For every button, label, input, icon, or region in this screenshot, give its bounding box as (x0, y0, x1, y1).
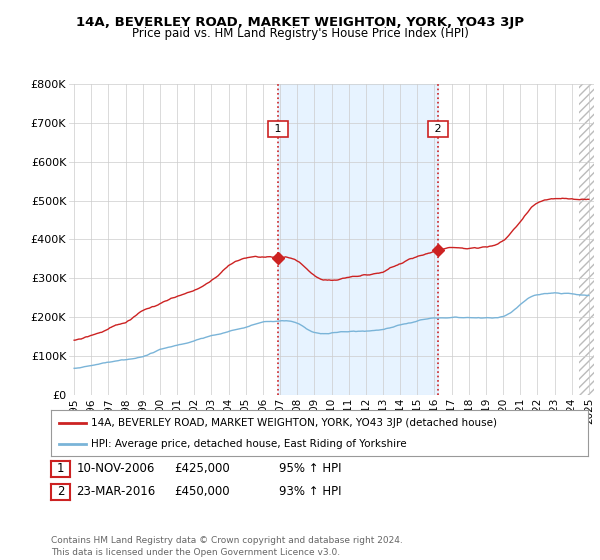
Text: 10-NOV-2006: 10-NOV-2006 (76, 462, 155, 475)
Text: Contains HM Land Registry data © Crown copyright and database right 2024.
This d: Contains HM Land Registry data © Crown c… (51, 536, 403, 557)
Text: £450,000: £450,000 (174, 485, 230, 498)
Text: 1: 1 (57, 462, 64, 475)
Text: 2: 2 (57, 485, 64, 498)
Bar (579, 84, 594, 395)
Text: Price paid vs. HM Land Registry's House Price Index (HPI): Price paid vs. HM Land Registry's House … (131, 27, 469, 40)
Text: 2: 2 (431, 124, 445, 134)
Text: £425,000: £425,000 (174, 462, 230, 475)
Bar (278, 84, 438, 395)
Text: 14A, BEVERLEY ROAD, MARKET WEIGHTON, YORK, YO43 3JP (detached house): 14A, BEVERLEY ROAD, MARKET WEIGHTON, YOR… (91, 418, 497, 428)
Text: 1: 1 (271, 124, 285, 134)
Text: 93% ↑ HPI: 93% ↑ HPI (279, 485, 341, 498)
Text: 14A, BEVERLEY ROAD, MARKET WEIGHTON, YORK, YO43 3JP: 14A, BEVERLEY ROAD, MARKET WEIGHTON, YOR… (76, 16, 524, 29)
Text: 23-MAR-2016: 23-MAR-2016 (76, 485, 155, 498)
Text: HPI: Average price, detached house, East Riding of Yorkshire: HPI: Average price, detached house, East… (91, 438, 407, 449)
Text: 95% ↑ HPI: 95% ↑ HPI (279, 462, 341, 475)
